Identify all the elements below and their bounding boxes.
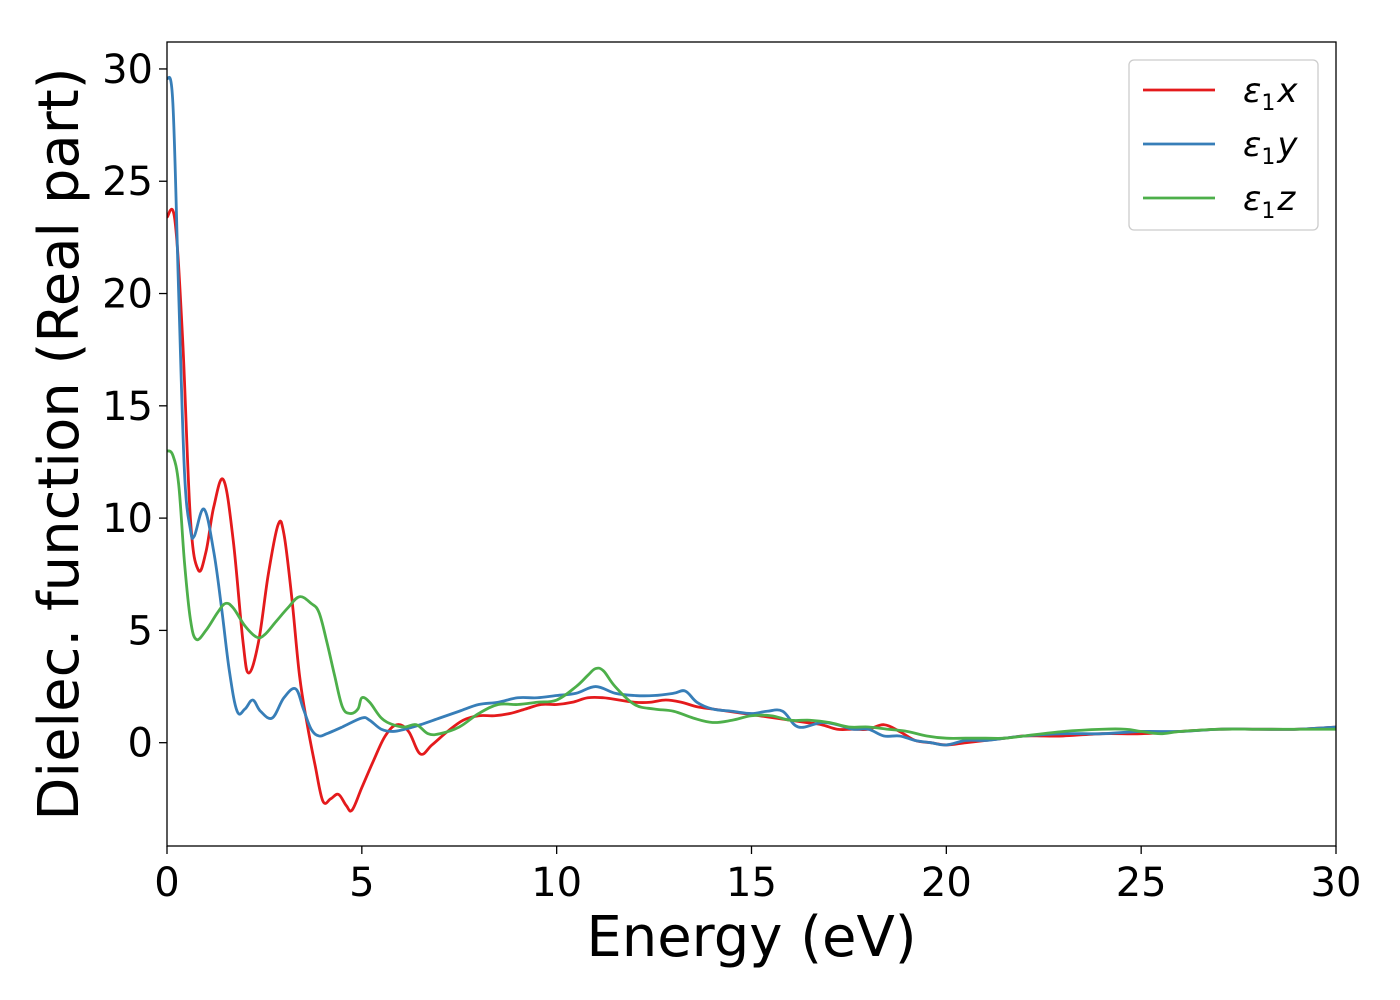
x-tick-label: 10 <box>531 860 582 906</box>
legend-label-x: ε1x <box>1243 71 1298 116</box>
legend-label-main: ε <box>1243 71 1261 111</box>
legend-label-subscript: 1 <box>1261 199 1275 224</box>
y-tick-label: 0 <box>128 721 153 767</box>
legend-label-y: ε1y <box>1243 125 1298 170</box>
x-tick-label: 20 <box>921 860 972 906</box>
legend-box <box>1128 59 1319 231</box>
y-tick-label: 5 <box>128 608 153 654</box>
y-tick-label: 20 <box>102 272 153 318</box>
legend-label-subscript: 1 <box>1261 145 1275 170</box>
x-tick-label: 0 <box>154 860 179 906</box>
series-line-y <box>167 75 1336 747</box>
y-tick-label: 30 <box>102 47 153 93</box>
series-line-z <box>167 449 1336 740</box>
ticks-layer: 0 5 10 15 20 25 30 0 5 10 15 20 25 30 <box>102 47 1361 906</box>
x-tick-label: 25 <box>1116 860 1167 906</box>
legend-label-z: ε1z <box>1243 179 1296 224</box>
x-tick-label: 30 <box>1311 860 1362 906</box>
legend-label-main: ε <box>1243 125 1261 165</box>
y-axis-label: Dielec. function (Real part) <box>27 67 92 820</box>
y-tick-label: 10 <box>102 496 153 542</box>
legend-label-main: ε <box>1243 179 1261 219</box>
legend-label-suffix: z <box>1276 179 1296 219</box>
x-axis-label: Energy (eV) <box>586 905 916 970</box>
series-layer <box>167 75 1336 813</box>
x-tick-label: 15 <box>726 860 777 906</box>
legend-label-suffix: x <box>1276 71 1298 111</box>
y-tick-label: 25 <box>102 159 153 205</box>
y-tick-label: 15 <box>102 384 153 430</box>
x-tick-label: 5 <box>349 860 374 906</box>
legend-label-subscript: 1 <box>1261 91 1275 116</box>
legend-label-suffix: y <box>1276 125 1298 165</box>
